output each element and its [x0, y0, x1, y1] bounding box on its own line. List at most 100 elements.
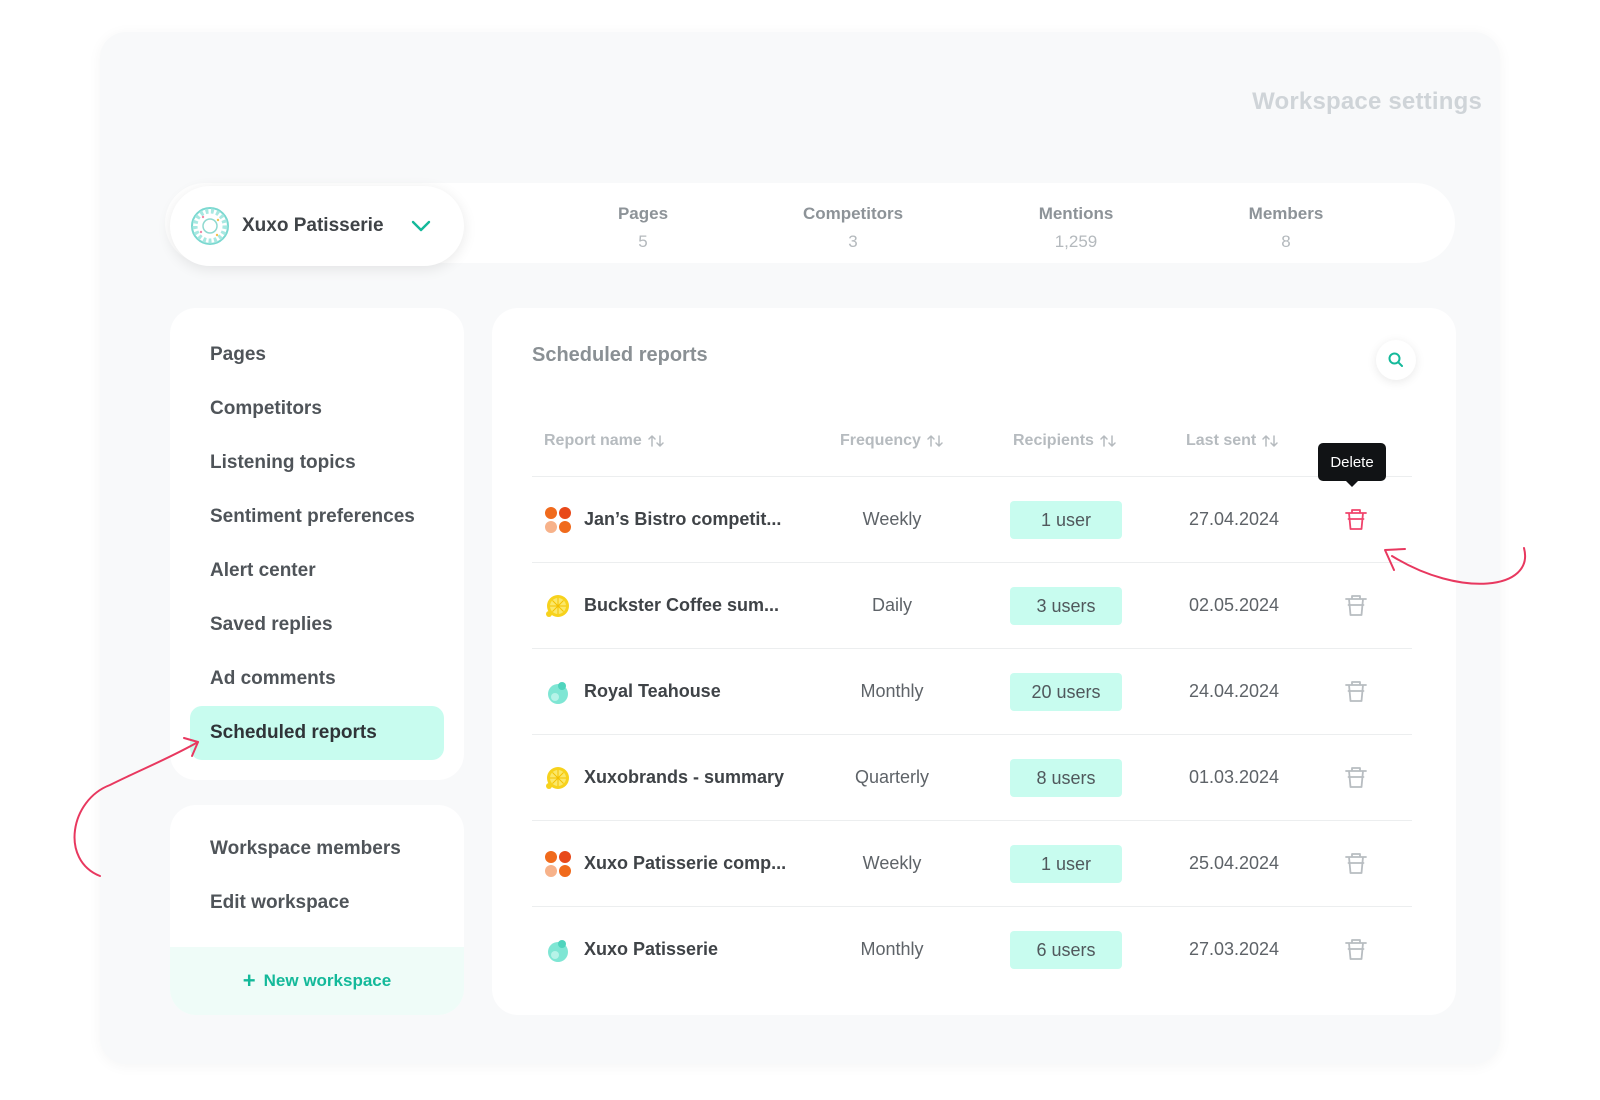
frequency-cell: Monthly: [860, 939, 924, 959]
recipients-badge[interactable]: 20 users: [1010, 673, 1122, 711]
last-sent-cell: 25.04.2024: [1188, 853, 1280, 873]
workspace-selector[interactable]: Xuxo Patisserie: [170, 186, 464, 266]
report-name-cell: Xuxo Patisserie: [544, 907, 718, 992]
last-sent-cell: 24.04.2024: [1188, 681, 1280, 701]
workspace-nav: Workspace members Edit workspace + New w…: [170, 805, 464, 1015]
delete-button[interactable]: [1340, 675, 1372, 707]
sidebar-item-alert-center[interactable]: Alert center: [210, 560, 316, 581]
frequency-cell: Monthly: [860, 681, 924, 701]
trash-icon: [1343, 936, 1369, 962]
frequency-cell: Weekly: [862, 509, 922, 529]
sidebar-item-listening-topics[interactable]: Listening topics: [210, 452, 356, 473]
column-report-name[interactable]: Report name: [544, 432, 664, 450]
stat-mentions: Mentions 1,259: [986, 204, 1166, 252]
stat-label: Competitors: [802, 204, 904, 223]
recipients-badge[interactable]: 3 users: [1010, 587, 1122, 625]
new-workspace-label: New workspace: [263, 971, 392, 990]
last-sent-cell: 02.05.2024: [1188, 595, 1280, 615]
report-name: Jan’s Bistro competit...: [584, 509, 782, 529]
report-name: Xuxo Patisserie: [584, 939, 719, 959]
recipients-badge[interactable]: 6 users: [1010, 931, 1122, 969]
stat-value: 8: [1281, 232, 1291, 251]
frequency-cell: Weekly: [862, 853, 922, 873]
column-label: Last sent: [1186, 432, 1257, 449]
trash-icon: [1343, 678, 1369, 704]
trash-icon: [1343, 506, 1369, 532]
frequency-cell: Daily: [871, 595, 912, 615]
sidebar-item-scheduled-reports[interactable]: Scheduled reports: [190, 706, 444, 760]
drop-icon: [544, 936, 572, 964]
stat-value: 3: [848, 232, 858, 251]
reports-table: Jan’s Bistro competit... Weekly 1 user 2…: [532, 476, 1412, 992]
new-workspace-button[interactable]: + New workspace: [170, 947, 464, 1015]
trash-icon: [1343, 592, 1369, 618]
report-name: Buckster Coffee sum...: [584, 595, 780, 615]
lemon-icon: [544, 764, 572, 792]
report-name-cell: Xuxo Patisserie comp...: [544, 821, 786, 906]
report-name-cell: Royal Teahouse: [544, 649, 721, 734]
delete-tooltip: Delete: [1318, 443, 1386, 487]
trash-icon: [1343, 850, 1369, 876]
column-label: Frequency: [840, 432, 921, 449]
table-row[interactable]: Jan’s Bistro competit... Weekly 1 user 2…: [532, 476, 1412, 562]
report-name: Xuxobrands - summary: [584, 767, 785, 787]
table-row[interactable]: Xuxobrands - summary Quarterly 8 users 0…: [532, 734, 1412, 820]
stat-pages: Pages 5: [553, 204, 733, 252]
recipients-badge[interactable]: 8 users: [1010, 759, 1122, 797]
recipients-badge[interactable]: 1 user: [1010, 501, 1122, 539]
delete-button[interactable]: [1340, 933, 1372, 965]
sort-icon: [1262, 434, 1278, 448]
tiles-icon: [544, 850, 572, 878]
report-name: Xuxo Patisserie comp...: [584, 853, 787, 873]
search-icon: [1387, 351, 1405, 369]
last-sent-cell: 27.04.2024: [1188, 509, 1280, 529]
column-last-sent[interactable]: Last sent: [1186, 432, 1278, 450]
sidebar-item-sentiment-preferences[interactable]: Sentiment preferences: [210, 506, 415, 527]
table-header: Report name Frequency Recipients Last se…: [532, 422, 1412, 464]
settings-nav: Pages Competitors Listening topics Senti…: [170, 308, 464, 780]
stat-members: Members 8: [1196, 204, 1376, 252]
column-frequency[interactable]: Frequency: [840, 432, 943, 450]
delete-button[interactable]: [1340, 847, 1372, 879]
stat-label: Members: [1248, 204, 1324, 223]
column-recipients[interactable]: Recipients: [1013, 432, 1116, 450]
sidebar-item-ad-comments[interactable]: Ad comments: [210, 668, 336, 689]
stat-label: Pages: [617, 204, 669, 223]
stat-value: 1,259: [1054, 232, 1098, 251]
last-sent-cell: 27.03.2024: [1188, 939, 1280, 959]
column-label: Recipients: [1013, 432, 1094, 449]
search-button[interactable]: [1376, 340, 1416, 380]
sidebar-item-workspace-members[interactable]: Workspace members: [210, 838, 401, 859]
sort-icon: [648, 434, 664, 448]
tiles-icon: [544, 506, 572, 534]
frequency-cell: Quarterly: [854, 767, 930, 787]
delete-button[interactable]: [1340, 761, 1372, 793]
stat-value: 5: [638, 232, 648, 251]
drop-icon: [544, 678, 572, 706]
report-name: Royal Teahouse: [584, 681, 721, 701]
page-title: Workspace settings: [1252, 88, 1482, 115]
chevron-down-icon[interactable]: [408, 213, 434, 239]
sidebar-item-competitors[interactable]: Competitors: [210, 398, 322, 419]
lemon-icon: [544, 592, 572, 620]
stat-label: Mentions: [1038, 204, 1114, 223]
scheduled-reports-panel: Scheduled reports Report name Frequency …: [492, 308, 1456, 1015]
last-sent-cell: 01.03.2024: [1188, 767, 1280, 787]
sidebar-item-pages[interactable]: Pages: [210, 344, 266, 365]
plus-icon: +: [242, 968, 256, 993]
section-title: Scheduled reports: [532, 344, 708, 366]
stat-competitors: Competitors 3: [763, 204, 943, 252]
table-row[interactable]: Xuxo Patisserie Monthly 6 users 27.03.20…: [532, 906, 1412, 992]
table-row[interactable]: Xuxo Patisserie comp... Weekly 1 user 25…: [532, 820, 1412, 906]
delete-button[interactable]: [1340, 589, 1372, 621]
workspace-name: Xuxo Patisserie: [242, 215, 384, 236]
sort-icon: [927, 434, 943, 448]
report-name-cell: Jan’s Bistro competit...: [544, 477, 781, 562]
trash-icon: [1343, 764, 1369, 790]
table-row[interactable]: Royal Teahouse Monthly 20 users 24.04.20…: [532, 648, 1412, 734]
sidebar-item-saved-replies[interactable]: Saved replies: [210, 614, 333, 635]
recipients-badge[interactable]: 1 user: [1010, 845, 1122, 883]
sidebar-item-edit-workspace[interactable]: Edit workspace: [210, 892, 350, 913]
delete-button[interactable]: [1340, 503, 1372, 535]
table-row[interactable]: Buckster Coffee sum... Daily 3 users 02.…: [532, 562, 1412, 648]
